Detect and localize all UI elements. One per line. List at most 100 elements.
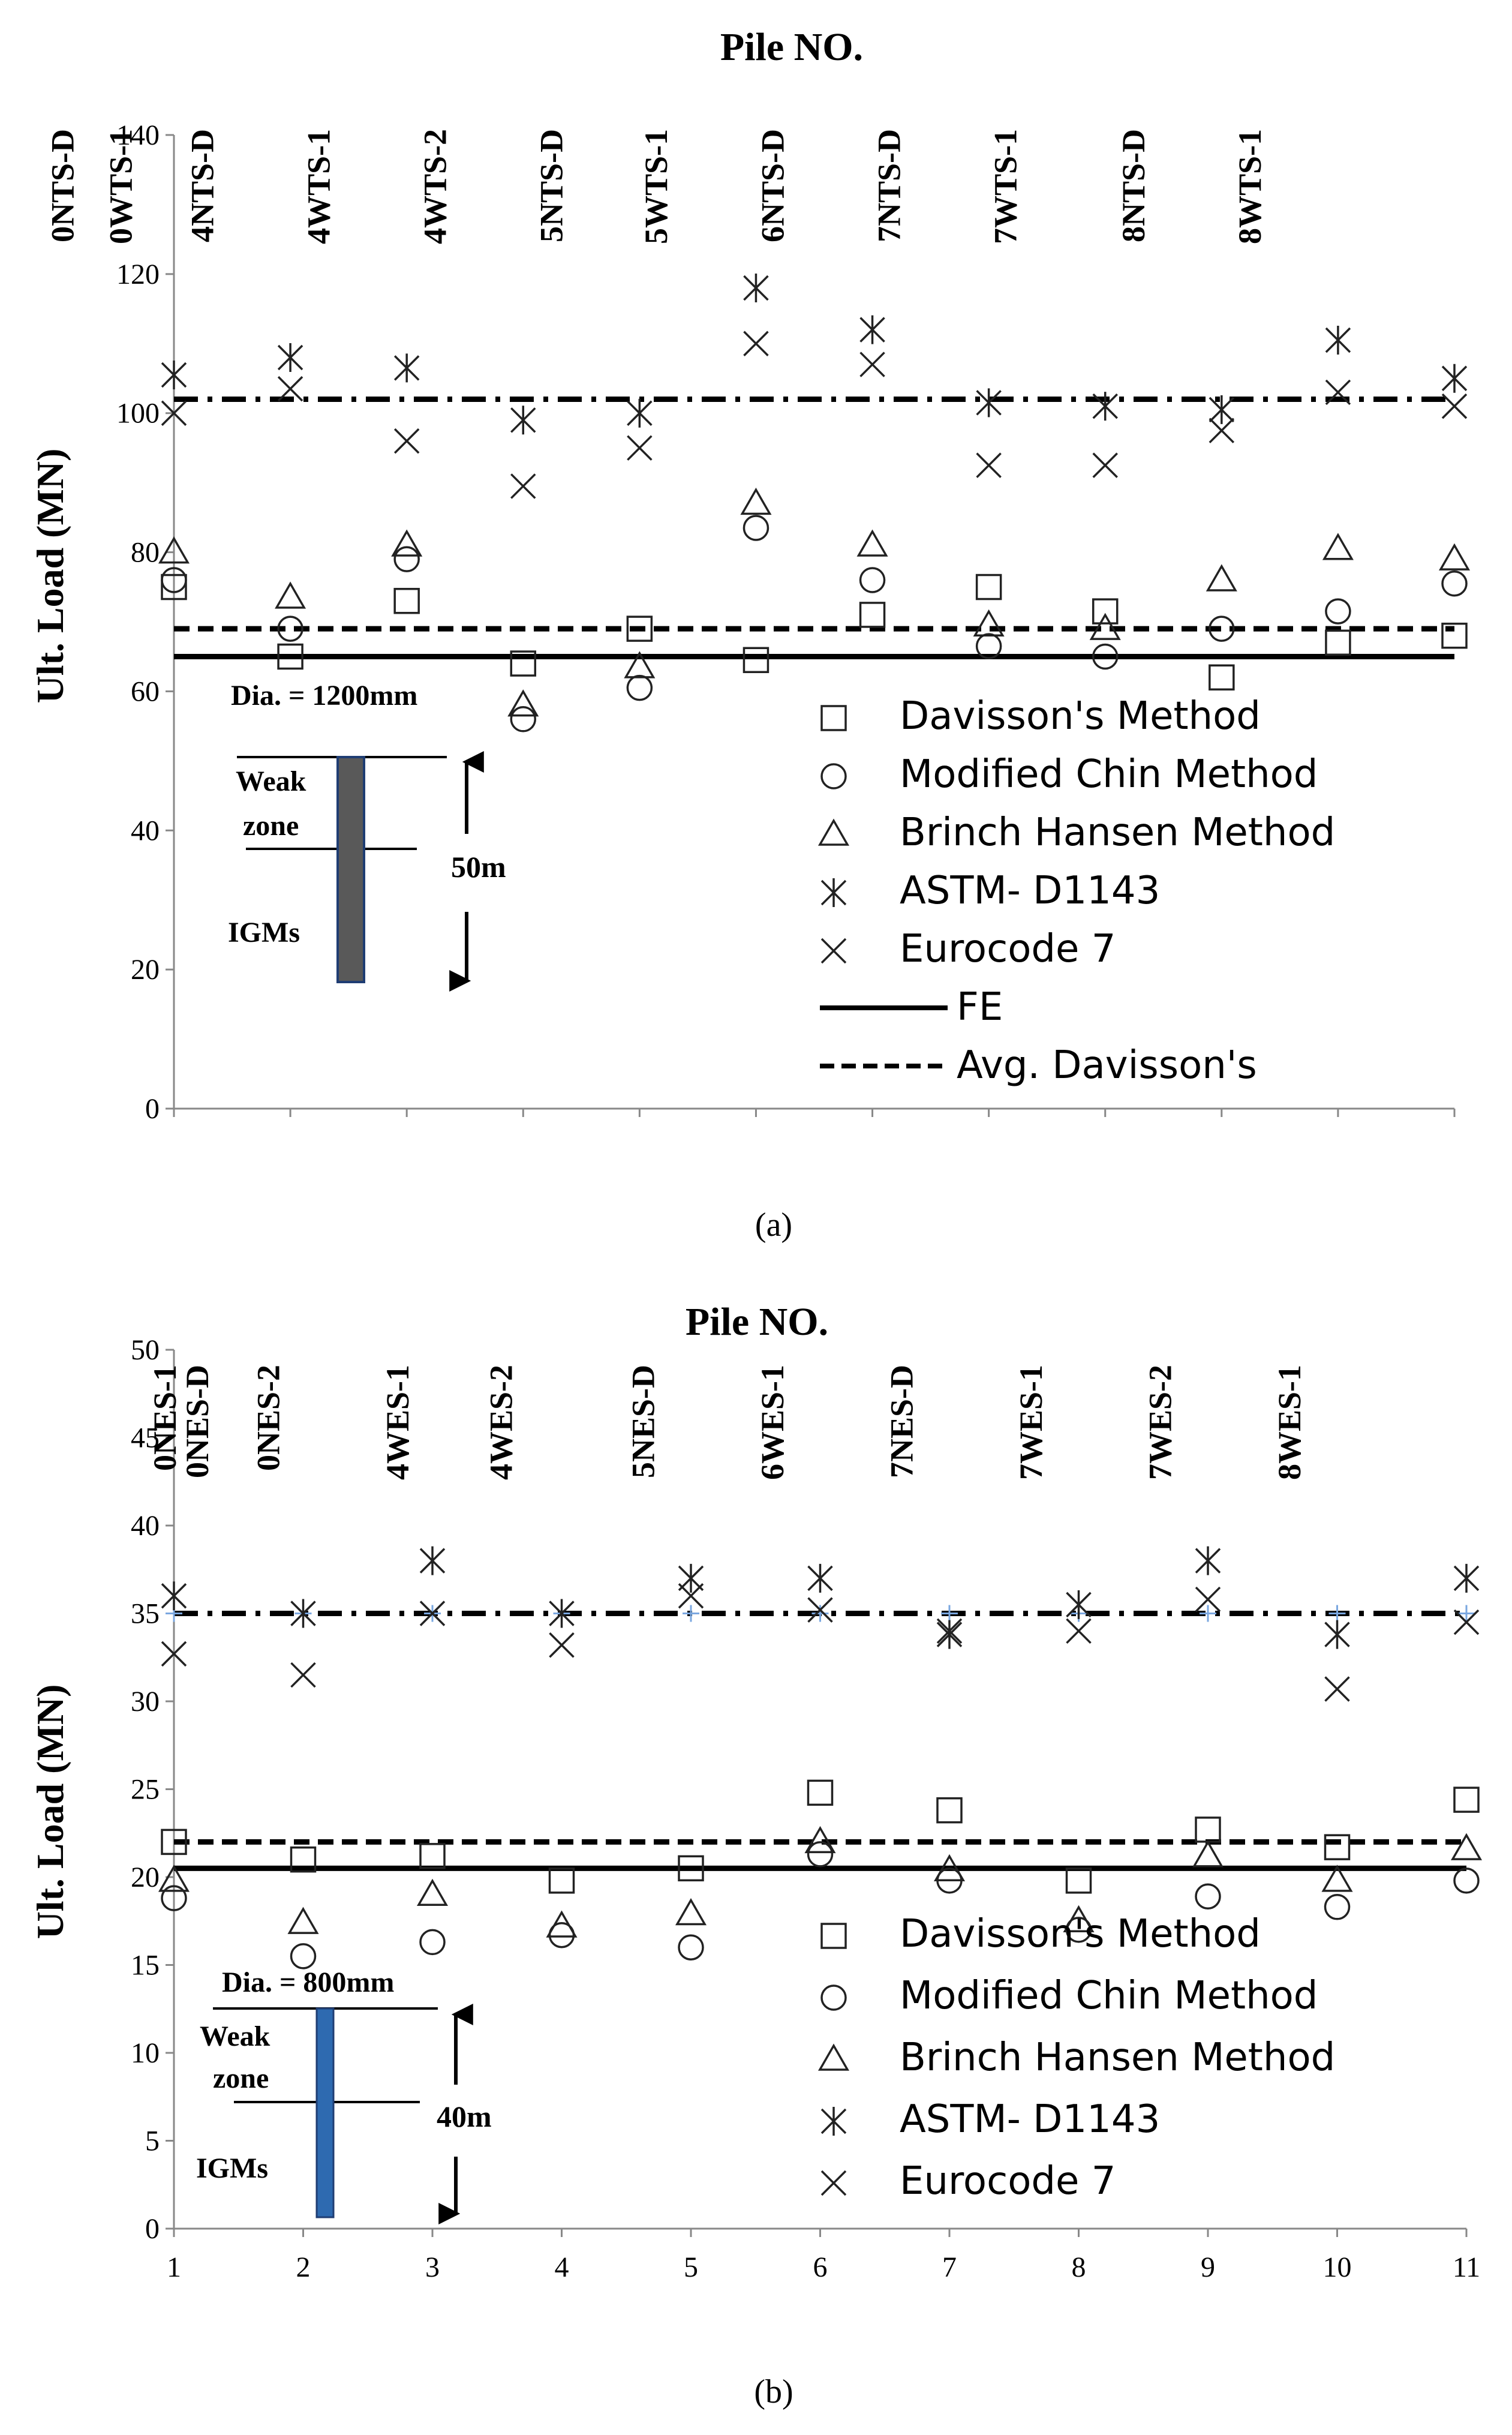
x-tick-label: 1	[167, 2251, 181, 2283]
data-point-x	[1092, 452, 1118, 478]
chart-a-reference-lines	[174, 397, 1454, 659]
pile-a-weak: Weak	[236, 765, 306, 797]
legend-symbol-x	[820, 2170, 847, 2196]
pile-label: 6NTS-D	[755, 129, 790, 242]
data-point-asterisk	[1325, 325, 1351, 355]
x-tick-label: 7	[942, 2251, 957, 2283]
data-point-x	[290, 1662, 316, 1688]
y-tick-label: 0	[145, 2213, 160, 2245]
pile-b-shaft	[315, 2007, 335, 2218]
y-tick-label: 100	[116, 398, 160, 430]
legend-label: Modified Chin Method	[900, 1974, 1318, 2018]
data-point-triangle	[158, 536, 190, 564]
chart-panel-a: Pile NO. Ult. Load (MN) 0 20 40 60 80 100 120 1…	[29, 25, 1471, 1244]
legend-label: Brinch Hansen Method	[900, 2035, 1335, 2080]
pile-diagram-b: Dia. = 800mm Weak zone IGMs 40m	[196, 1966, 492, 2224]
y-tick-label: 5	[145, 2125, 160, 2157]
y-tick-label: 50	[131, 1334, 160, 1366]
data-point-triangle	[973, 609, 1005, 637]
data-point-square	[1325, 629, 1351, 656]
pile-a-igm: IGMs	[228, 917, 300, 948]
y-tick-label: 60	[131, 675, 160, 707]
data-point-circle	[419, 1929, 446, 1956]
x-tick-label: 3	[425, 2251, 440, 2283]
legend-label: Eurocode 7	[900, 927, 1116, 971]
pile-b-length: 40m	[437, 2100, 492, 2133]
data-point-triangle	[416, 1878, 449, 1906]
data-point-triangle	[1089, 612, 1121, 640]
data-point-triangle	[1322, 533, 1354, 560]
data-point-circle	[393, 546, 420, 572]
data-point-x	[678, 1583, 704, 1609]
legend-symbol-x	[820, 938, 847, 964]
data-point-square	[807, 1779, 834, 1806]
chart-b-panel-label: (b)	[754, 2373, 793, 2410]
data-point-square	[936, 1797, 963, 1824]
pile-label: 7WTS-1	[988, 129, 1024, 244]
pile-label: 8WTS-1	[1232, 129, 1268, 244]
data-point-asterisk	[1324, 1620, 1350, 1649]
data-point-circle	[290, 1943, 317, 1969]
legend-symbol-triangle	[817, 818, 850, 846]
data-point-square	[277, 643, 303, 670]
pile-b-diameter: Dia. = 800mm	[222, 1966, 394, 1998]
x-tick-label: 6	[813, 2251, 828, 2283]
pile-label: 0NES-1	[147, 1365, 183, 1471]
data-point-circle	[1441, 570, 1468, 597]
y-tick-label: 15	[131, 1950, 160, 1981]
data-point-square	[419, 1843, 446, 1869]
data-point-square	[290, 1846, 317, 1873]
reference-tick	[941, 1605, 958, 1622]
data-point-triangle	[856, 529, 888, 557]
legend-symbol-circle	[820, 763, 847, 789]
data-point-square	[678, 1855, 704, 1882]
x-tick-label: 11	[1453, 2251, 1480, 2283]
x-tick-label: 5	[684, 2251, 698, 2283]
legend-label: Brinch Hansen Method	[900, 810, 1335, 855]
legend-symbol-asterisk	[820, 878, 847, 907]
data-point-triangle	[1063, 1905, 1095, 1932]
legend-symbol-asterisk	[820, 2107, 847, 2136]
data-point-square	[1092, 598, 1119, 624]
x-tick-label: 2	[296, 2251, 311, 2283]
data-point-circle	[859, 567, 886, 593]
data-point-x	[859, 352, 885, 377]
chart-b-ylabel: Ult. Load (MN)	[29, 1685, 71, 1939]
data-point-circle	[1453, 1867, 1480, 1894]
data-point-x	[161, 1641, 187, 1667]
data-point-triangle	[1192, 1840, 1224, 1867]
legend-symbol-square	[820, 705, 847, 731]
data-point-square	[1209, 664, 1235, 690]
legend-label: Avg. Davisson's	[957, 1043, 1257, 1088]
data-point-square	[161, 1828, 187, 1855]
data-point-triangle	[507, 689, 539, 717]
data-point-square	[859, 602, 886, 628]
y-tick-label: 35	[131, 1598, 160, 1630]
y-tick-label: 30	[131, 1686, 160, 1718]
reference-tick	[683, 1605, 699, 1622]
y-tick-label: 20	[131, 1861, 160, 1893]
data-point-x	[1324, 1676, 1350, 1702]
data-point-x	[277, 376, 303, 402]
y-tick-label: 20	[131, 954, 160, 986]
reference-tick	[1458, 1605, 1475, 1622]
data-point-x	[1209, 418, 1235, 443]
legend-symbol-triangle	[817, 2043, 850, 2071]
y-tick-label: 40	[131, 1510, 160, 1542]
data-point-triangle	[287, 1906, 319, 1934]
data-point-asterisk	[1092, 392, 1118, 421]
pile-b-zone: zone	[213, 2062, 269, 2094]
data-point-asterisk	[1441, 364, 1468, 393]
y-tick-label: 25	[131, 1774, 160, 1806]
data-point-triangle	[804, 1826, 836, 1854]
data-point-triangle	[275, 581, 306, 609]
x-tick-label: 4	[555, 2251, 569, 2283]
chart-b-legend: Davisson's Method Modified Chin Method Bri…	[817, 1912, 1335, 2203]
data-point-circle	[1325, 598, 1351, 624]
data-point-asterisk	[161, 1581, 187, 1611]
data-point-circle	[626, 674, 653, 701]
legend-symbol-circle	[820, 1984, 847, 2011]
data-point-circle	[807, 1841, 834, 1867]
data-point-square	[548, 1867, 575, 1894]
